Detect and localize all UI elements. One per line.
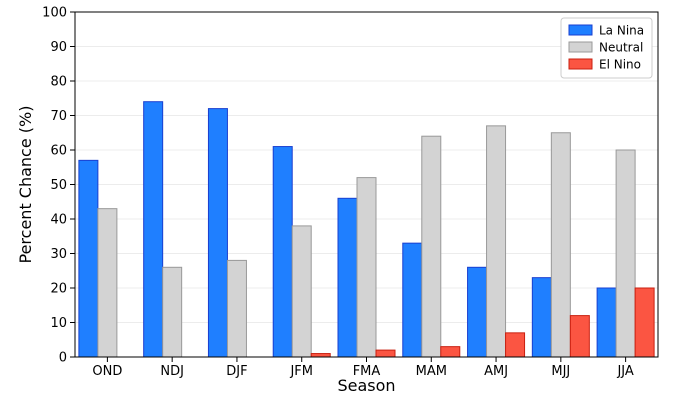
y-tick-label: 40 bbox=[50, 213, 67, 228]
legend: La Nina Neutral El Nino bbox=[560, 17, 653, 79]
x-axis-title: Season bbox=[337, 376, 395, 395]
x-tick-label: NDJ bbox=[160, 364, 184, 379]
y-tick-label: 60 bbox=[50, 144, 67, 159]
bar-neutral-fma bbox=[356, 177, 377, 358]
y-tick-label: 30 bbox=[50, 247, 67, 262]
bar-el-nino-mjj bbox=[569, 315, 590, 358]
y-axis-title: Percent Chance (%) bbox=[16, 106, 35, 264]
legend-swatch-el-nino bbox=[568, 58, 593, 70]
y-tick-label: 10 bbox=[50, 316, 67, 331]
bar-neutral-ond bbox=[97, 208, 118, 358]
y-tick-label: 100 bbox=[42, 6, 67, 21]
bar-el-nino-jfm bbox=[310, 353, 331, 358]
x-tick-label: JFM bbox=[289, 364, 313, 379]
bar-la-nina-mjj bbox=[531, 277, 552, 358]
bar-neutral-ndj bbox=[162, 266, 183, 358]
bar-la-nina-ond bbox=[78, 159, 99, 358]
bar-la-nina-fma bbox=[337, 197, 358, 358]
bar-neutral-djf bbox=[226, 259, 247, 358]
bar-neutral-amj bbox=[486, 125, 507, 358]
bar-la-nina-ndj bbox=[143, 101, 164, 358]
bar-el-nino-jja bbox=[634, 287, 655, 358]
legend-swatch-la-nina bbox=[568, 24, 593, 36]
legend-label: La Nina bbox=[599, 24, 644, 38]
legend-label: El Nino bbox=[599, 58, 641, 72]
x-tick-label: DJF bbox=[226, 364, 247, 379]
bar-el-nino-mam bbox=[440, 346, 461, 358]
bar-neutral-jfm bbox=[291, 225, 312, 358]
bar-la-nina-jfm bbox=[272, 146, 293, 358]
bar-la-nina-amj bbox=[467, 266, 488, 358]
x-tick-label: OND bbox=[92, 364, 122, 379]
y-tick-label: 50 bbox=[50, 178, 67, 193]
bar-el-nino-fma bbox=[375, 349, 396, 358]
y-tick-label: 70 bbox=[50, 109, 67, 124]
y-axis-ticks: 0 10 20 30 40 50 60 70 80 90 100 bbox=[42, 6, 75, 366]
bar-la-nina-djf bbox=[207, 108, 228, 358]
y-tick-label: 20 bbox=[50, 282, 67, 297]
x-tick-label: MAM bbox=[416, 364, 447, 379]
x-tick-label: JJA bbox=[616, 364, 633, 379]
bar-neutral-mjj bbox=[550, 132, 571, 358]
x-tick-label: AMJ bbox=[484, 364, 508, 379]
legend-swatch-neutral bbox=[568, 41, 593, 53]
bar-neutral-mam bbox=[421, 135, 442, 358]
bar-el-nino-amj bbox=[505, 332, 526, 358]
y-tick-label: 90 bbox=[50, 40, 67, 55]
bars bbox=[78, 101, 655, 358]
x-tick-label: MJJ bbox=[551, 364, 570, 379]
x-axis-ticks: OND NDJ DJF JFM FMA MAM AMJ MJJ JJA bbox=[92, 357, 634, 379]
bar-la-nina-jja bbox=[596, 287, 617, 358]
y-tick-label: 0 bbox=[59, 351, 67, 366]
bar-neutral-jja bbox=[615, 149, 636, 358]
x-tick-label: FMA bbox=[353, 364, 381, 379]
legend-label: Neutral bbox=[599, 41, 643, 55]
bar-la-nina-mam bbox=[402, 242, 423, 358]
y-tick-label: 80 bbox=[50, 75, 67, 90]
